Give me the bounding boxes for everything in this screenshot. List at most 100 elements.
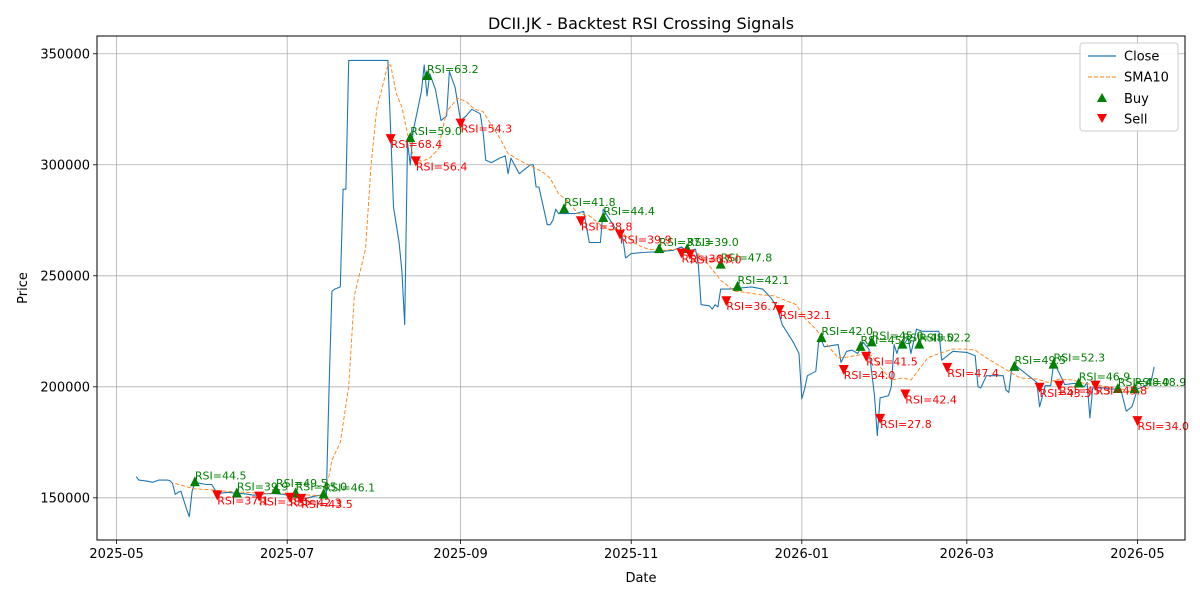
sell-rsi-label: RSI=43.3 [1040, 387, 1092, 400]
sell-rsi-label: RSI=36.5 [682, 252, 734, 265]
sell-marker [838, 365, 849, 376]
x-tick-label: 2026-03 [940, 547, 994, 562]
buy-marker [732, 280, 743, 291]
legend-box [1079, 42, 1179, 132]
sell-rsi-label: RSI=45.3 [1059, 385, 1111, 398]
buy-rsi-label: RSI=45.0 [296, 480, 348, 493]
sell-marker [615, 229, 626, 240]
sell-marker [254, 491, 265, 502]
buy-marker [559, 203, 570, 214]
buy-rsi-label: RSI=48.9 [1135, 376, 1187, 389]
buy-marker [897, 338, 908, 349]
buy-marker [598, 212, 609, 223]
buy-rsi-label: RSI=48.0 [903, 332, 955, 345]
x-tick-label: 2025-09 [433, 547, 487, 562]
sell-rsi-label: RSI=27.8 [880, 418, 932, 431]
ticks: 2025-05 2025-07 2025-09 2025-11 2026-01 2026-… [40, 47, 1164, 562]
sell-rsi-label: RSI=47.4 [947, 367, 999, 380]
series-lines [135, 59, 1155, 518]
x-tick-label: 2026-01 [775, 547, 829, 562]
sell-marker [296, 493, 307, 504]
buy-marker [1112, 383, 1123, 394]
sell-rsi-label: RSI=34.0 [844, 369, 896, 382]
x-tick-label: 2025-05 [89, 547, 143, 562]
legend-sma-label: SMA10 [1124, 71, 1169, 86]
sell-marker [410, 156, 421, 167]
sell-marker [721, 296, 732, 307]
y-tick-label: 200000 [40, 380, 90, 395]
close-price-line [135, 59, 1155, 518]
legend-sell-label: Sell [1124, 113, 1147, 128]
sell-marker [1132, 416, 1143, 427]
buy-rsi-label: RSI=49.5 [276, 477, 328, 490]
sell-rsi-label: RSI=37.1 [217, 494, 269, 507]
sell-rsi-label: RSI=34.0 [1137, 420, 1189, 433]
sell-marker [684, 249, 695, 260]
legend-close-label: Close [1124, 50, 1159, 65]
sell-rsi-label: RSI=56.4 [416, 160, 468, 173]
buy-marker [866, 336, 877, 347]
buy-marker [422, 69, 433, 80]
sell-rsi-label: RSI=43.5 [301, 498, 353, 511]
sma10-line [175, 64, 1149, 497]
sell-marker [284, 492, 295, 503]
sell-marker [455, 118, 466, 129]
x-tick-label: 2025-07 [260, 547, 314, 562]
buy-rsi-label: RSI=44.5 [195, 469, 247, 482]
y-tick-label: 350000 [40, 47, 90, 62]
sell-marker [774, 305, 785, 316]
buy-marker [914, 338, 925, 349]
buy-rsi-label: RSI=52.2 [919, 332, 971, 345]
legend-buy-marker [1097, 93, 1107, 102]
sell-rsi-label: RSI=45.8 [1095, 385, 1147, 398]
sell-rsi-label: RSI=32.1 [779, 309, 831, 322]
buy-rsi-label: RSI=46.9 [1079, 370, 1131, 383]
y-tick-label: 250000 [40, 269, 90, 284]
sell-rsi-label: RSI=39.9 [620, 234, 672, 247]
y-tick-label: 300000 [40, 158, 90, 173]
buy-rsi-label: RSI=42.1 [737, 274, 789, 287]
legend: Close SMA10 Buy Sell [1079, 42, 1179, 132]
buy-rsi-label: RSI=37.3 [659, 236, 711, 249]
sell-rsi-label: RSI=38.5 [259, 496, 311, 509]
sell-marker [212, 490, 223, 501]
buy-rsi-label: RSI=47.8 [721, 252, 773, 265]
y-axis-label: Price [16, 272, 31, 304]
buy-rsi-label: RSI=45.0 [872, 329, 924, 342]
sell-rsi-label: RSI=41.5 [866, 356, 918, 369]
sell-marker [942, 362, 953, 373]
signal-markers: RSI=44.5RSI=39.9RSI=49.5RSI=45.0RSI=46.1… [189, 63, 1189, 511]
buy-marker [1073, 377, 1084, 388]
sell-rsi-label: RSI=54.3 [461, 123, 513, 136]
buy-rsi-label: RSI=41.8 [564, 196, 616, 209]
buy-rsi-label: RSI=48.0 [1118, 376, 1170, 389]
buy-marker [318, 488, 329, 499]
plot-frame [96, 35, 1186, 541]
sell-marker [900, 389, 911, 400]
axes [96, 35, 1186, 541]
x-axis-label: Date [625, 571, 656, 586]
buy-marker [271, 484, 282, 495]
x-tick-label: 2025-11 [604, 547, 658, 562]
sell-marker [1034, 382, 1045, 393]
legend-sell-marker [1097, 114, 1107, 123]
sell-marker [1054, 380, 1065, 391]
sell-marker [385, 134, 396, 145]
sell-marker [575, 216, 586, 227]
buy-marker [231, 487, 242, 498]
x-tick-label: 2026-05 [1110, 547, 1164, 562]
sell-rsi-label: RSI=36.7 [726, 300, 778, 313]
sell-rsi-label: RSI=68.4 [391, 138, 443, 151]
buy-rsi-label: RSI=39.0 [687, 236, 739, 249]
buy-marker [405, 132, 416, 143]
buy-marker [189, 476, 200, 487]
sell-marker [875, 413, 886, 424]
sell-marker [861, 351, 872, 362]
chart-title: DCII.JK - Backtest RSI Crossing Signals [488, 14, 794, 33]
buy-rsi-label: RSI=42.0 [821, 325, 873, 338]
buy-marker [1129, 383, 1140, 394]
buy-marker [816, 331, 827, 342]
sell-marker [676, 248, 687, 259]
